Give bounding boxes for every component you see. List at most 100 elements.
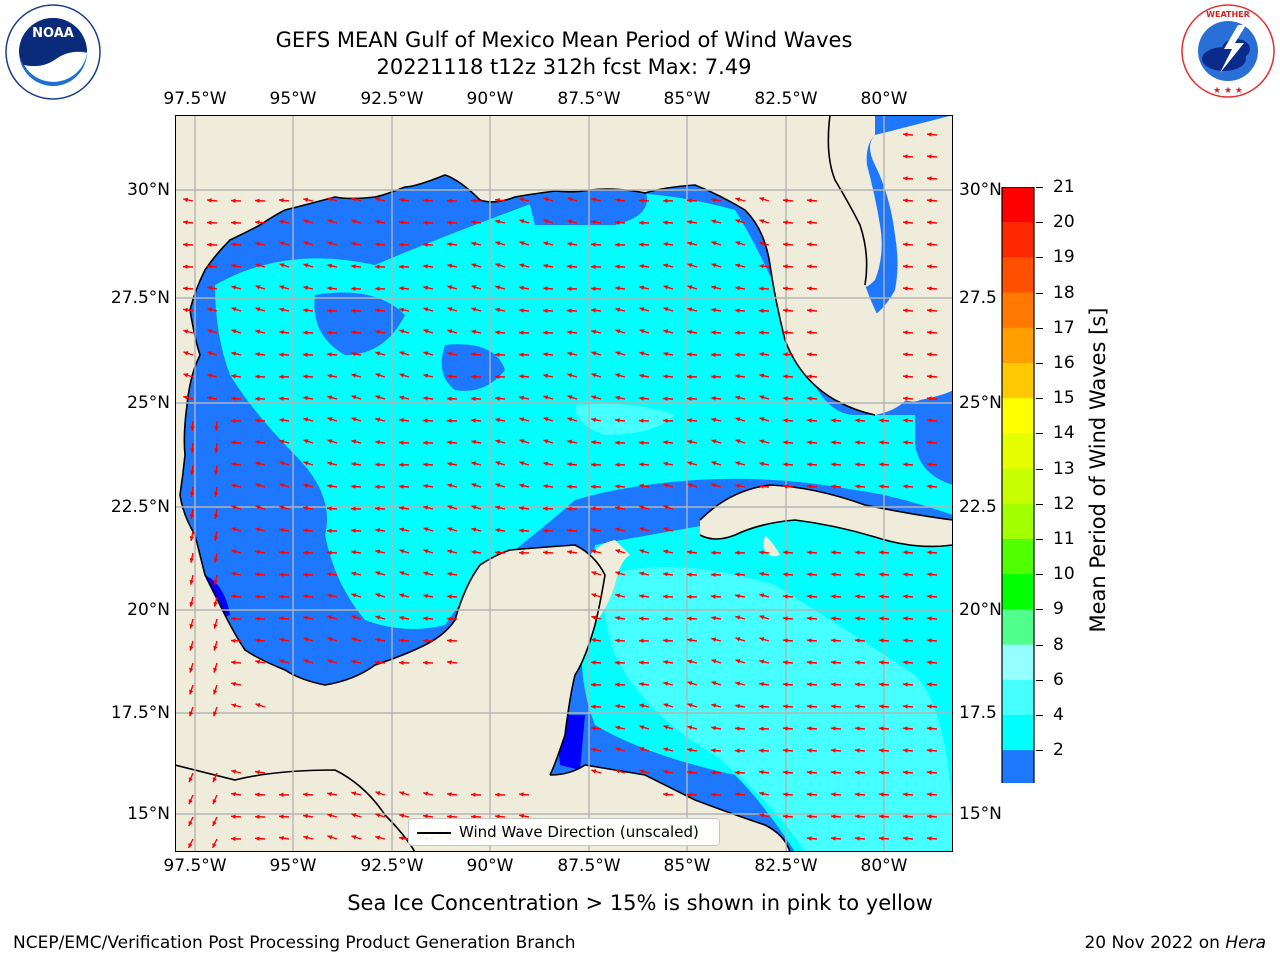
noaa-logo: NOAA — [4, 3, 102, 101]
wave-direction-arrow — [278, 374, 290, 380]
wave-direction-arrow — [327, 263, 338, 269]
wave-direction-arrow — [614, 462, 626, 468]
wave-direction-arrow — [495, 439, 506, 444]
wave-direction-arrow — [567, 395, 578, 400]
wave-direction-arrow — [710, 330, 722, 335]
wave-direction-arrow — [663, 659, 674, 665]
wave-direction-arrow — [542, 484, 554, 489]
wave-direction-arrow — [470, 374, 482, 380]
wave-direction-arrow — [854, 770, 866, 775]
wave-direction-arrow — [567, 219, 578, 224]
wave-direction-arrow — [759, 593, 770, 598]
wave-direction-arrow — [758, 286, 770, 291]
wave-direction-arrow — [759, 263, 770, 269]
wave-direction-arrow — [470, 396, 482, 402]
wave-direction-arrow — [759, 461, 770, 467]
wave-direction-arrow — [327, 395, 338, 400]
wave-direction-arrow — [638, 660, 650, 665]
wave-direction-arrow — [782, 550, 794, 555]
wave-direction-arrow — [214, 442, 219, 454]
wave-direction-arrow — [278, 594, 290, 600]
wave-direction-arrow — [447, 483, 458, 488]
wave-direction-arrow — [214, 420, 219, 432]
wave-direction-arrow — [187, 838, 194, 849]
wave-direction-arrow — [711, 285, 722, 290]
wave-direction-arrow — [494, 550, 506, 555]
wave-direction-arrow — [902, 154, 914, 159]
wave-direction-arrow — [926, 198, 938, 203]
wave-direction-arrow — [495, 241, 506, 246]
footer-machine: Hera — [1225, 933, 1266, 953]
wave-direction-arrow — [398, 660, 410, 666]
wave-direction-arrow — [639, 285, 650, 290]
wave-direction-arrow — [399, 527, 410, 532]
wave-direction-arrow — [663, 307, 674, 312]
wave-direction-arrow — [470, 814, 482, 820]
wave-direction-arrow — [231, 307, 242, 312]
wave-direction-arrow — [231, 769, 242, 774]
wave-direction-arrow — [591, 219, 602, 225]
wave-direction-arrow — [854, 660, 866, 665]
colorbar-segment — [1002, 539, 1034, 575]
wave-direction-arrow — [254, 616, 266, 622]
wave-direction-arrow — [902, 462, 914, 467]
wave-direction-arrow — [446, 638, 458, 643]
wave-direction-arrow — [782, 572, 794, 577]
wave-direction-arrow — [806, 814, 818, 819]
wave-direction-arrow — [302, 374, 314, 379]
wave-direction-arrow — [590, 462, 602, 467]
wave-direction-arrow — [710, 748, 722, 753]
wave-direction-arrow — [926, 220, 938, 225]
wave-direction-arrow — [662, 374, 674, 379]
wave-direction-arrow — [182, 264, 194, 270]
wave-direction-arrow — [230, 616, 242, 622]
wave-direction-arrow — [399, 549, 410, 554]
wave-direction-arrow — [759, 813, 770, 818]
wave-direction-arrow — [854, 836, 866, 841]
colorbar-segment — [1002, 750, 1034, 786]
map-legend: Wind Wave Direction (unscaled) — [408, 818, 720, 846]
wave-direction-arrow — [734, 572, 746, 577]
wave-direction-arrow — [399, 373, 410, 378]
wave-direction-arrow — [806, 682, 818, 687]
wave-direction-arrow — [878, 418, 890, 423]
wave-direction-arrow — [423, 483, 434, 489]
wave-direction-arrow — [663, 329, 674, 334]
wave-direction-arrow — [327, 241, 338, 246]
wave-direction-arrow — [639, 703, 650, 708]
wave-direction-arrow — [711, 461, 722, 466]
wave-direction-arrow — [374, 439, 386, 445]
wave-direction-arrow — [566, 286, 578, 292]
wave-direction-arrow — [255, 483, 266, 488]
wave-direction-arrow — [279, 527, 290, 533]
wave-direction-arrow — [926, 132, 938, 137]
colorbar-tick — [1036, 187, 1043, 188]
wave-direction-arrow — [615, 395, 626, 401]
wave-direction-arrow — [327, 417, 338, 422]
wave-direction-arrow — [518, 550, 530, 556]
wave-direction-arrow — [302, 572, 314, 577]
wave-direction-arrow — [639, 373, 650, 379]
wave-direction-arrow — [926, 484, 938, 489]
wave-direction-arrow — [663, 703, 674, 708]
wave-direction-arrow — [878, 550, 890, 555]
wave-direction-arrow — [446, 242, 458, 247]
wave-direction-arrow — [926, 264, 938, 269]
lon-label-top: 90°W — [466, 89, 514, 109]
wave-direction-arrow — [591, 571, 602, 576]
wave-direction-arrow — [926, 748, 938, 753]
colorbar-tick-label: 9 — [1053, 599, 1064, 620]
wave-direction-arrow — [926, 814, 938, 819]
wave-direction-arrow — [615, 373, 626, 378]
wave-direction-arrow — [686, 374, 698, 380]
wave-direction-arrow — [255, 263, 266, 268]
wave-direction-arrow — [662, 440, 674, 445]
wave-direction-arrow — [446, 374, 458, 379]
wave-direction-arrow — [375, 395, 386, 400]
wave-direction-arrow — [254, 572, 266, 577]
wave-direction-arrow — [423, 351, 434, 356]
wave-direction-arrow — [350, 286, 362, 292]
colorbar-tick — [1036, 292, 1043, 294]
wave-direction-arrow — [543, 373, 554, 379]
wave-direction-arrow — [615, 527, 626, 532]
